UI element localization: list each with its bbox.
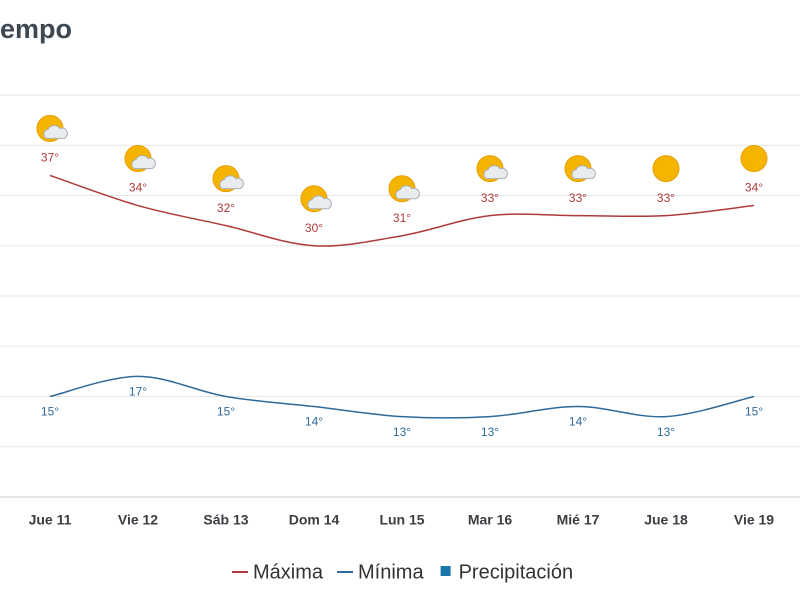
data-label: 13° [393, 425, 411, 439]
data-label: 17° [129, 385, 147, 399]
cloud [307, 195, 332, 210]
data-label: 15° [745, 405, 763, 419]
data-label: 13° [657, 425, 675, 439]
x-tick-label: Dom 14 [289, 512, 340, 528]
legend-label: Máxima [253, 561, 324, 583]
weather-icon [476, 155, 508, 183]
cloud [571, 165, 596, 180]
x-tick-label: Mar 16 [468, 512, 513, 528]
x-tick-label: Jue 18 [644, 512, 688, 528]
data-label: 34° [129, 181, 147, 195]
weather-icon [564, 155, 596, 183]
legend-symbol [440, 566, 451, 576]
data-label: 33° [481, 191, 499, 205]
cloud [483, 165, 508, 180]
cloud [219, 175, 244, 190]
data-label: 13° [481, 425, 499, 439]
data-label: 34° [745, 181, 763, 195]
data-label: 14° [569, 415, 587, 429]
data-label: 32° [217, 201, 235, 215]
legend-label: Precipitación [459, 561, 574, 583]
weather-icon [36, 114, 68, 142]
weather-icon [652, 155, 680, 183]
data-label: 15° [41, 405, 59, 419]
sun [652, 155, 680, 183]
x-tick-label: Mié 17 [557, 512, 600, 528]
cloud [395, 185, 420, 200]
series-line [49, 174, 755, 247]
x-tick-label: Vie 19 [734, 512, 774, 528]
weather-icon [740, 145, 768, 173]
cloud [43, 124, 68, 139]
data-label: 37° [41, 151, 59, 165]
x-tick-label: Lun 15 [379, 512, 424, 528]
sun [740, 145, 768, 173]
weather-icon [300, 185, 332, 213]
weather-icon [212, 165, 244, 193]
weather-icon [124, 145, 156, 173]
data-label: 15° [217, 405, 235, 419]
x-tick-label: Jue 11 [29, 512, 72, 528]
x-tick-label: Sáb 13 [203, 512, 248, 528]
chart-title: empo [0, 14, 72, 44]
cloud [131, 155, 156, 170]
weather-icon [388, 175, 420, 203]
data-label: 30° [305, 221, 323, 235]
legend-label: Mínima [358, 561, 424, 583]
x-tick-label: Vie 12 [118, 512, 158, 528]
data-label: 33° [569, 191, 587, 205]
data-label: 33° [657, 191, 675, 205]
data-label: 14° [305, 415, 323, 429]
series-line [49, 375, 755, 419]
data-label: 31° [393, 211, 411, 225]
